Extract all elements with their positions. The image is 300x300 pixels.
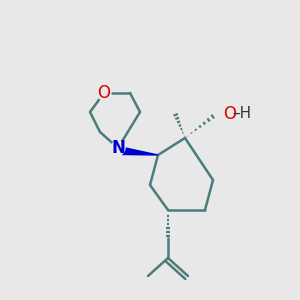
Circle shape xyxy=(215,101,243,129)
Text: O: O xyxy=(98,84,110,102)
Polygon shape xyxy=(123,148,158,155)
Text: N: N xyxy=(111,139,125,157)
Text: O: O xyxy=(223,105,236,123)
Circle shape xyxy=(97,86,111,100)
Circle shape xyxy=(111,141,125,155)
Text: –H: –H xyxy=(232,106,251,122)
